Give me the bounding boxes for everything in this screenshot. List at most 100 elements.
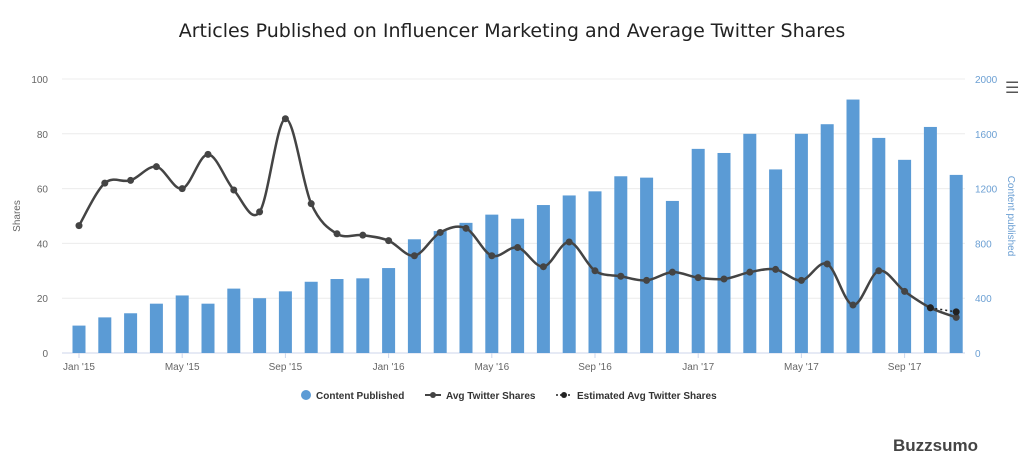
point-avg-twitter-shares [204, 150, 212, 158]
point-avg-twitter-shares [875, 267, 883, 275]
bar-content-published [149, 303, 163, 353]
y-left-tick-label: 20 [37, 294, 49, 305]
bar-content-published [98, 317, 112, 353]
y-right-axis-label: Content published [1005, 176, 1016, 257]
bar-content-published [898, 159, 912, 353]
legend-label-avg-twitter-shares: Avg Twitter Shares [446, 391, 536, 402]
bar-content-published [227, 288, 241, 353]
point-avg-twitter-shares [694, 274, 702, 282]
point-avg-twitter-shares [849, 301, 857, 309]
point-avg-twitter-shares [152, 163, 160, 171]
point-avg-twitter-shares [746, 268, 754, 276]
legend-marker-content-published [301, 390, 311, 400]
y-left-tick-label: 0 [42, 349, 48, 360]
legend-marker-estimated-avg-twitter-shares [561, 392, 567, 398]
point-avg-twitter-shares [127, 176, 135, 184]
buzzsumo-logo: Buzzsumo [893, 436, 978, 455]
point-avg-twitter-shares [410, 252, 418, 260]
point-avg-twitter-shares [256, 208, 264, 216]
point-avg-twitter-shares [668, 268, 676, 276]
chart-title: Articles Published on Influencer Marketi… [178, 20, 846, 42]
bar-content-published [794, 133, 808, 353]
bar-content-published [201, 303, 215, 353]
y-right-tick-label: 1600 [975, 130, 998, 141]
point-estimated-avg-twitter-shares [926, 304, 934, 312]
x-tick-label: Sep '15 [269, 362, 303, 373]
hamburger-menu-icon[interactable]: ☰ [1005, 80, 1020, 97]
bar-content-published [459, 222, 473, 353]
point-avg-twitter-shares [436, 228, 444, 236]
x-tick-label: Jan '15 [63, 362, 95, 373]
point-avg-twitter-shares [101, 179, 109, 187]
point-avg-twitter-shares [591, 267, 599, 275]
bar-content-published [846, 99, 860, 353]
bar-content-published [330, 279, 344, 353]
bar-content-published [614, 176, 628, 353]
x-tick-label: Jan '16 [373, 362, 405, 373]
bar-content-published [175, 295, 189, 353]
point-avg-twitter-shares [901, 287, 909, 295]
bar-content-published [640, 177, 654, 353]
bar-content-published [253, 298, 267, 353]
bar-content-published [665, 200, 679, 353]
point-avg-twitter-shares [385, 237, 393, 245]
x-tick-label: Jan '17 [682, 362, 714, 373]
y-right-tick-label: 400 [975, 294, 992, 305]
bar-content-published [433, 231, 447, 353]
y-right-tick-label: 1200 [975, 185, 998, 196]
x-tick-label: May '17 [784, 362, 819, 373]
bar-content-published [820, 124, 834, 354]
point-avg-twitter-shares [823, 260, 831, 268]
point-avg-twitter-shares [617, 272, 625, 280]
point-avg-twitter-shares [514, 244, 522, 252]
bar-content-published [743, 133, 757, 353]
point-avg-twitter-shares [565, 238, 573, 246]
bar-content-published [278, 291, 292, 353]
y-left-axis-label: Shares [12, 200, 23, 232]
point-avg-twitter-shares [333, 230, 341, 238]
bar-content-published [691, 148, 705, 353]
point-avg-twitter-shares [462, 224, 470, 232]
point-avg-twitter-shares [797, 276, 805, 284]
y-left-tick-label: 100 [31, 75, 48, 86]
point-avg-twitter-shares [488, 252, 496, 260]
bar-content-published [769, 169, 783, 353]
point-avg-twitter-shares [539, 263, 547, 271]
bar-content-published [511, 218, 525, 353]
legend-label-content-published: Content Published [316, 391, 404, 402]
legend-label-estimated-avg-twitter-shares: Estimated Avg Twitter Shares [577, 391, 717, 402]
bar-content-published [562, 195, 576, 353]
y-left-tick-label: 80 [37, 130, 49, 141]
legend-marker-avg-twitter-shares [430, 392, 436, 398]
point-avg-twitter-shares [281, 115, 289, 123]
x-tick-label: May '15 [165, 362, 200, 373]
y-left-tick-label: 60 [37, 185, 49, 196]
point-avg-twitter-shares [178, 185, 186, 193]
x-tick-label: Sep '17 [888, 362, 922, 373]
point-avg-twitter-shares [952, 313, 960, 321]
bar-content-published [382, 268, 396, 353]
bar-content-published [949, 174, 963, 353]
bar-content-published [356, 278, 370, 353]
y-right-tick-label: 800 [975, 239, 992, 250]
bar-content-published [717, 152, 731, 353]
x-tick-label: May '16 [474, 362, 509, 373]
point-avg-twitter-shares [643, 276, 651, 284]
point-avg-twitter-shares [75, 222, 83, 230]
line-avg-twitter-shares [77, 117, 957, 319]
y-right-tick-label: 0 [975, 349, 981, 360]
bar-content-published [923, 126, 937, 353]
bar-content-published [407, 239, 421, 353]
point-avg-twitter-shares [720, 275, 728, 283]
bar-content-published [72, 325, 86, 353]
bar-content-published [304, 281, 318, 353]
point-avg-twitter-shares [772, 265, 780, 273]
point-avg-twitter-shares [307, 200, 315, 208]
bar-content-published [872, 137, 886, 353]
y-right-tick-label: 2000 [975, 75, 998, 86]
bar-content-published [485, 214, 499, 353]
bar-content-published [124, 313, 138, 353]
x-tick-label: Sep '16 [578, 362, 612, 373]
